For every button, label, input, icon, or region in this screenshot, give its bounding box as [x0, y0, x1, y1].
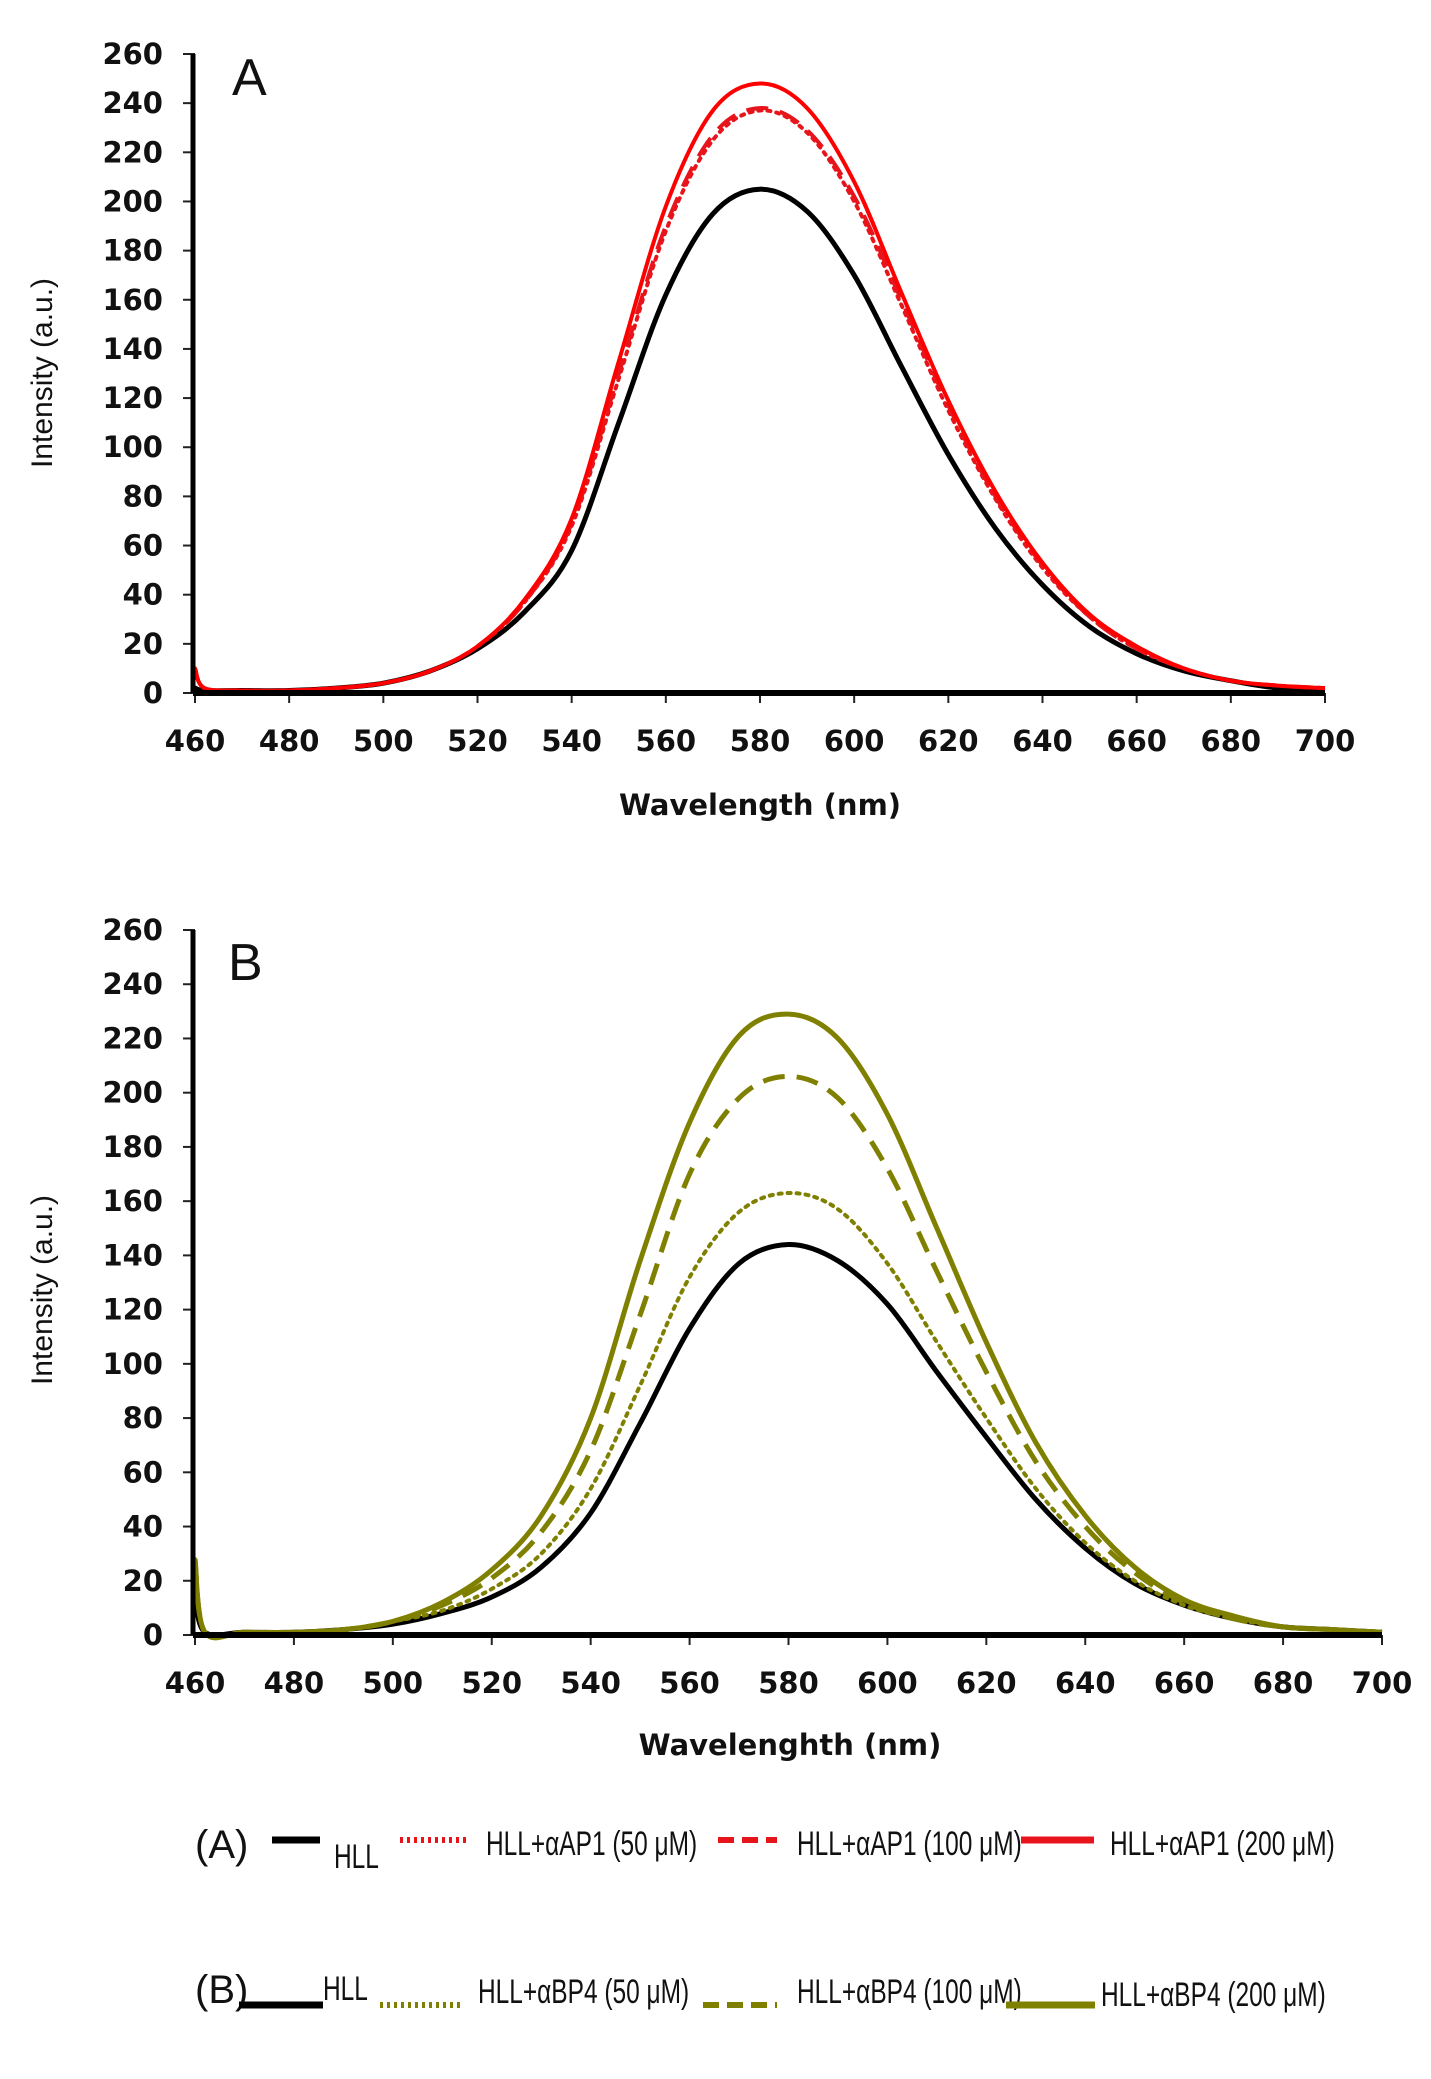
legend-label: HLL+αAP1 (100 μM) [797, 1825, 1022, 1863]
legend-row-b: (B) HLL HLL+αBP4 (50 μM) HLL+αBP4 (100 μM)… [195, 1968, 1326, 2014]
legend-item: HLL [272, 1836, 379, 1876]
chart-panel-a: A Intensity (a.u.) Wavelength (nm) 460 48… [26, 37, 1355, 822]
y-tick-label: 40 [123, 1510, 163, 1544]
x-tick-label: 660 [1106, 724, 1167, 758]
x-tick-label: 640 [1012, 724, 1073, 758]
legend-label: HLL+αBP4 (200 μM) [1101, 1976, 1326, 2014]
x-tick-label: 600 [857, 1666, 918, 1700]
series-line-2 [193, 1190, 1384, 1640]
x-tick-label: 580 [730, 724, 791, 758]
y-tick-label: 160 [102, 283, 163, 317]
x-tick-label: 480 [259, 724, 320, 758]
series-group [192, 1011, 1384, 1641]
y-tick-label: 140 [102, 332, 163, 366]
series-line-3 [192, 1073, 1383, 1641]
x-tick-label: 600 [824, 724, 885, 758]
chart-panel-b: B Intensity (a.u.) Wavelenghth (nm) 460 4… [26, 913, 1412, 1762]
legend-label: HLL+αAP1 (200 μM) [1110, 1825, 1335, 1863]
x-tick-label: 620 [918, 724, 979, 758]
y-tick-label: 220 [102, 135, 163, 169]
y-axis-title: Intensity (a.u.) [26, 1195, 59, 1385]
y-tick-label: 0 [143, 676, 163, 710]
legend-item: HLL+αAP1 (200 μM) [1021, 1825, 1335, 1863]
y-tick-label: 60 [123, 529, 163, 563]
x-tick-label: 540 [560, 1666, 621, 1700]
x-tick-label: 660 [1154, 1666, 1215, 1700]
y-tick-label: 220 [102, 1021, 163, 1055]
y-tick-label: 180 [102, 234, 163, 268]
legend-label: HLL [334, 1838, 379, 1876]
y-tick-label: 260 [102, 37, 163, 71]
x-tick-label: 460 [165, 1666, 226, 1700]
legend-item: HLL+αBP4 (50 μM) [380, 1973, 689, 2011]
x-axis-title: Wavelength (nm) [619, 788, 901, 822]
x-tick-label: 680 [1201, 724, 1262, 758]
y-tick-label: 60 [123, 1455, 163, 1489]
x-tick-label: 640 [1055, 1666, 1116, 1700]
panel-letter: A [232, 49, 267, 107]
y-tick-label: 40 [123, 578, 163, 612]
legend-label: HLL [323, 1970, 368, 2008]
y-tick-label: 200 [102, 1076, 163, 1110]
ticks: 460 480 500 520 540 560 580 600 620 640 660 680 700 0… [102, 37, 1355, 758]
y-tick-label: 80 [123, 1401, 163, 1435]
x-tick-label: 520 [447, 724, 508, 758]
y-tick-label: 100 [102, 1347, 163, 1381]
y-tick-label: 100 [102, 430, 163, 464]
y-tick-label: 200 [102, 184, 163, 218]
series-line-4 [192, 1011, 1383, 1641]
x-tick-label: 700 [1295, 724, 1356, 758]
x-axis-title: Wavelenghth (nm) [639, 1728, 942, 1762]
series-line-1 [192, 1241, 1383, 1638]
series-group [193, 81, 1327, 694]
x-tick-label: 480 [264, 1666, 325, 1700]
legend-group-label: (A) [195, 1823, 248, 1867]
x-tick-label: 460 [165, 724, 226, 758]
legend-item: HLL+αBP4 (200 μM) [1006, 1976, 1326, 2014]
series-line-2 [193, 108, 1327, 693]
x-tick-label: 620 [956, 1666, 1017, 1700]
legend-item: HLL+αAP1 (50 μM) [400, 1825, 697, 1863]
x-tick-label: 680 [1253, 1666, 1314, 1700]
legend-item: HLL+αBP4 (100 μM) [703, 1973, 1022, 2011]
legend-item: HLL [239, 1970, 368, 2009]
series-line-1 [194, 186, 1326, 694]
series-line-3 [193, 106, 1326, 693]
y-tick-label: 20 [123, 627, 163, 661]
panel-letter: B [228, 934, 263, 992]
legend: (A) HLL HLL+αAP1 (50 μM) HLL+αAP1 (100 μM)… [195, 1823, 1335, 2014]
x-tick-label: 500 [353, 724, 414, 758]
y-tick-label: 160 [102, 1184, 163, 1218]
x-tick-label: 560 [659, 1666, 720, 1700]
x-tick-label: 540 [541, 724, 602, 758]
x-tick-label: 500 [363, 1666, 424, 1700]
x-tick-label: 580 [758, 1666, 819, 1700]
legend-row-a: (A) HLL HLL+αAP1 (50 μM) HLL+αAP1 (100 μM)… [195, 1823, 1335, 1876]
series-line-4 [193, 81, 1326, 693]
y-tick-label: 20 [123, 1564, 163, 1598]
x-tick-label: 520 [461, 1666, 522, 1700]
ticks: 460 480 500 520 540 560 580 600 620 640 660 680 700 0… [102, 913, 1412, 1700]
x-tick-label: 700 [1352, 1666, 1413, 1700]
legend-item: HLL+αAP1 (100 μM) [718, 1825, 1022, 1863]
y-tick-label: 0 [143, 1618, 163, 1652]
y-tick-label: 80 [123, 479, 163, 513]
y-tick-label: 260 [102, 913, 163, 947]
legend-label: HLL+αAP1 (50 μM) [486, 1825, 697, 1863]
y-axis-title: Intensity (a.u.) [26, 278, 59, 468]
y-tick-label: 240 [102, 86, 163, 120]
y-tick-label: 120 [102, 1293, 163, 1327]
y-tick-label: 240 [102, 967, 163, 1001]
legend-label: HLL+αBP4 (50 μM) [478, 1973, 689, 2011]
legend-label: HLL+αBP4 (100 μM) [797, 1973, 1022, 2011]
y-tick-label: 140 [102, 1238, 163, 1272]
x-tick-label: 560 [636, 724, 697, 758]
y-tick-label: 120 [102, 381, 163, 415]
y-tick-label: 180 [102, 1130, 163, 1164]
